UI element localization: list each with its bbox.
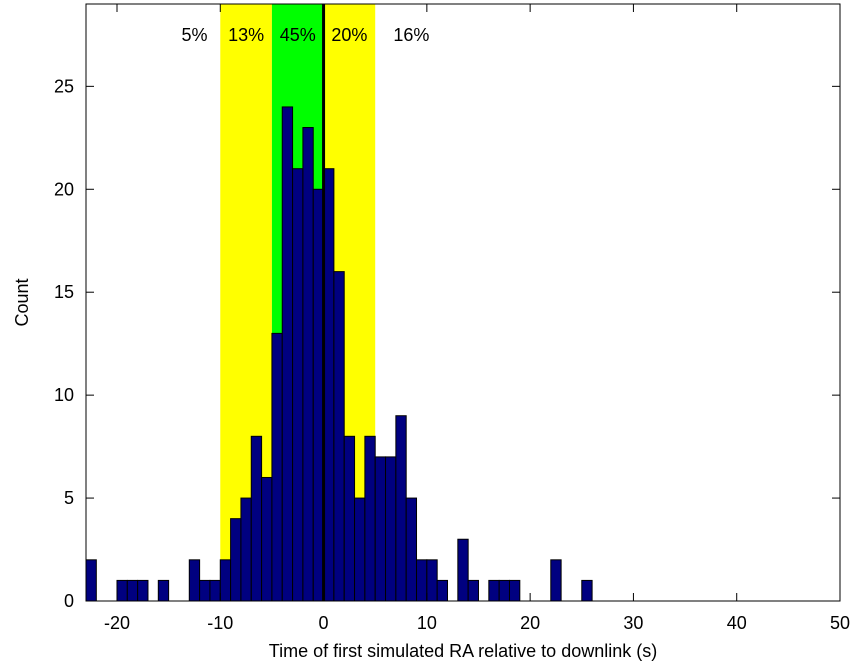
bar-37 (839, 559, 840, 601)
y-tick-label-4: 20 (54, 179, 74, 199)
x-tick-label-4: 20 (520, 613, 540, 633)
bar-17 (312, 188, 325, 601)
y-tick-label-1: 5 (64, 488, 74, 508)
bar-26 (405, 497, 418, 601)
bar-25 (395, 415, 407, 601)
bar-3 (137, 579, 149, 601)
bar-4 (157, 579, 170, 601)
y-tick-label-0: 0 (64, 591, 74, 611)
x-tick-label-7: 50 (830, 613, 850, 633)
x-tick-label-0: -20 (104, 613, 130, 633)
bar-29 (436, 579, 449, 601)
plot-frame (85, 3, 841, 602)
bar-0 (86, 559, 97, 601)
bar-5 (188, 559, 201, 601)
bar-32 (488, 579, 500, 601)
x-tick-label-2: 0 (319, 613, 329, 633)
bar-34 (508, 579, 521, 601)
y-tick-label-3: 15 (54, 282, 74, 302)
bar-19 (333, 271, 345, 601)
bar-6 (199, 579, 211, 601)
bar-14 (281, 106, 294, 601)
bar-11 (250, 435, 263, 601)
x-axis-label: Time of first simulated RA relative to d… (269, 641, 657, 661)
bar-2 (126, 579, 139, 601)
bar-35 (550, 559, 562, 601)
band-label-2: 45% (280, 25, 316, 45)
bar-27 (416, 559, 428, 601)
bar-12 (261, 476, 273, 601)
x-tick-label-3: 10 (417, 613, 437, 633)
bar-21 (354, 497, 366, 601)
axis-ticks: -20 -10 0 10 20 30 40 50 0 5 10 15 20 25 (54, 4, 850, 633)
bar-30 (457, 538, 469, 601)
bar-8 (219, 559, 232, 601)
bar-15 (292, 168, 304, 601)
bar-18 (323, 168, 335, 601)
bar-22 (364, 435, 376, 601)
band-label-0: 5% (181, 25, 207, 45)
band-labels: 5% 13% 45% 20% 16% (181, 25, 429, 45)
y-tick-label-5: 25 (54, 76, 74, 96)
band-label-1: 13% (228, 25, 264, 45)
x-tick-label-5: 30 (623, 613, 643, 633)
bar-9 (230, 518, 242, 601)
bar-24 (385, 456, 397, 601)
bar-7 (209, 579, 221, 601)
x-tick-label-1: -10 (207, 613, 233, 633)
bar-33 (498, 579, 510, 601)
band-label-3: 20% (331, 25, 367, 45)
bar-10 (240, 497, 252, 601)
bar-31 (467, 579, 479, 601)
bar-16 (302, 127, 314, 601)
bar-13 (271, 332, 283, 601)
bar-28 (426, 559, 438, 601)
y-axis-label: Count (12, 278, 32, 326)
bar-23 (374, 456, 387, 601)
bar-20 (343, 435, 356, 601)
bar-1 (116, 579, 128, 601)
histogram-bars (86, 106, 840, 601)
y-tick-label-2: 10 (54, 385, 74, 405)
band-label-4: 16% (393, 25, 429, 45)
bar-36 (581, 579, 593, 601)
x-tick-label-6: 40 (727, 613, 747, 633)
